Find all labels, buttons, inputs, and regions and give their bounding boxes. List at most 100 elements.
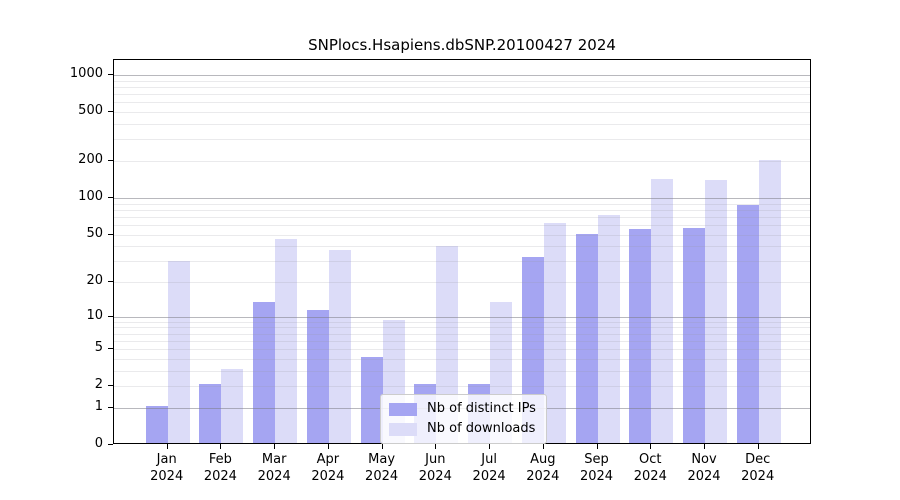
gridline-900 <box>114 80 810 82</box>
x-label-jun: Jun 2024 <box>400 451 470 485</box>
x-tick-oct <box>650 444 652 449</box>
plot-area: Nb of distinct IPs Nb of downloads <box>113 59 811 444</box>
chart-title: SNPlocs.Hsapiens.dbSNP.20100427 2024 <box>308 36 616 54</box>
gridline-800 <box>114 87 810 88</box>
y-label-500: 500 <box>78 103 103 119</box>
x-label-year: 2024 <box>150 469 184 484</box>
gridline-200 <box>114 161 810 162</box>
x-label-year: 2024 <box>633 469 667 484</box>
bar-distinct-ips-feb <box>199 384 222 443</box>
x-label-year: 2024 <box>741 469 775 484</box>
legend-label-distinct-ips: Nb of distinct IPs <box>427 401 536 416</box>
x-label-month: Sep <box>584 452 609 467</box>
gridline-600 <box>114 102 810 104</box>
bar-downloads-dec <box>758 160 781 443</box>
x-label-year: 2024 <box>257 469 291 484</box>
y-label-50: 50 <box>86 225 103 241</box>
gridline-500 <box>114 112 810 114</box>
y-tick-2 <box>108 385 113 387</box>
y-label-20: 20 <box>86 273 103 288</box>
x-label-year: 2024 <box>365 469 399 484</box>
x-tick-feb <box>220 444 222 449</box>
y-tick-20 <box>108 281 113 282</box>
y-tick-0 <box>108 444 113 445</box>
x-tick-jul <box>489 444 491 449</box>
x-label-month: Apr <box>316 452 340 467</box>
x-label-jul: Jul 2024 <box>454 451 524 485</box>
y-tick-100 <box>108 196 113 198</box>
bar-downloads-jun <box>436 245 459 443</box>
x-tick-may <box>381 444 383 449</box>
bar-distinct-ips-nov <box>683 228 705 443</box>
x-label-feb: Feb 2024 <box>185 451 255 485</box>
y-label-10: 10 <box>86 307 103 323</box>
y-tick-50 <box>108 233 113 235</box>
bar-distinct-ips-jan <box>145 405 168 443</box>
y-label-100: 100 <box>78 188 103 204</box>
legend: Nb of distinct IPs Nb of downloads <box>380 394 547 444</box>
x-tick-apr <box>327 444 329 449</box>
bar-downloads-aug <box>543 222 566 443</box>
x-tick-mar <box>274 444 276 449</box>
y-tick-1000 <box>108 74 113 76</box>
bar-downloads-sep <box>597 214 620 443</box>
bar-downloads-feb <box>221 368 244 443</box>
x-label-month: Nov <box>691 452 717 467</box>
x-label-year: 2024 <box>311 469 345 484</box>
gridline-700 <box>114 94 810 96</box>
x-tick-aug <box>542 444 544 449</box>
x-tick-jan <box>166 444 168 449</box>
bar-downloads-mar <box>275 239 298 443</box>
x-label-month: Dec <box>745 452 771 467</box>
bar-distinct-ips-oct <box>629 229 652 443</box>
x-tick-dec <box>757 444 759 449</box>
bar-distinct-ips-sep <box>575 233 598 443</box>
y-tick-1 <box>108 406 113 408</box>
x-label-year: 2024 <box>579 469 614 484</box>
legend-item-distinct-ips: Nb of distinct IPs <box>389 401 536 417</box>
bar-distinct-ips-may <box>360 356 383 443</box>
x-label-year: 2024 <box>472 469 506 484</box>
bar-downloads-oct <box>651 179 674 443</box>
x-label-apr: Apr 2024 <box>293 451 363 485</box>
x-label-month: Jan <box>156 452 177 467</box>
y-tick-200 <box>108 160 113 161</box>
y-label-5: 5 <box>94 340 103 356</box>
gridline-1000 <box>114 75 810 77</box>
gridline-400 <box>114 124 810 125</box>
x-label-year: 2024 <box>687 469 721 484</box>
x-label-month: May <box>368 452 396 467</box>
legend-label-downloads: Nb of downloads <box>427 421 536 436</box>
x-label-mar: Mar 2024 <box>239 451 309 485</box>
legend-swatch-downloads <box>389 422 417 436</box>
x-label-year: 2024 <box>203 469 237 484</box>
x-label-year: 2024 <box>418 469 452 484</box>
x-label-month: Aug <box>530 452 556 467</box>
y-label-1000: 1000 <box>69 66 103 82</box>
x-label-month: Mar <box>261 452 287 467</box>
x-label-month: Jun <box>425 452 446 467</box>
x-tick-nov <box>704 444 705 449</box>
y-label-1: 1 <box>94 398 103 414</box>
x-label-sep: Sep 2024 <box>562 451 632 485</box>
bar-distinct-ips-mar <box>253 301 276 443</box>
legend-item-downloads: Nb of downloads <box>389 421 536 437</box>
x-label-month: Jul <box>481 452 497 467</box>
x-label-month: Oct <box>639 452 662 467</box>
x-label-oct: Oct 2024 <box>615 451 685 485</box>
bar-distinct-ips-dec <box>736 204 759 443</box>
x-label-aug: Aug 2024 <box>508 451 578 485</box>
x-tick-sep <box>596 444 598 449</box>
bar-downloads-apr <box>328 249 351 443</box>
gridline-300 <box>114 139 810 141</box>
y-label-0: 0 <box>94 436 103 451</box>
x-label-dec: Dec 2024 <box>723 451 793 485</box>
x-label-jan: Jan 2024 <box>132 451 202 485</box>
x-tick-jun <box>435 444 437 449</box>
x-label-may: May 2024 <box>347 451 417 485</box>
x-label-nov: Nov 2024 <box>669 451 739 485</box>
bar-downloads-jan <box>167 260 190 443</box>
bar-downloads-nov <box>705 179 727 443</box>
y-tick-500 <box>108 111 113 113</box>
y-tick-5 <box>108 348 113 350</box>
